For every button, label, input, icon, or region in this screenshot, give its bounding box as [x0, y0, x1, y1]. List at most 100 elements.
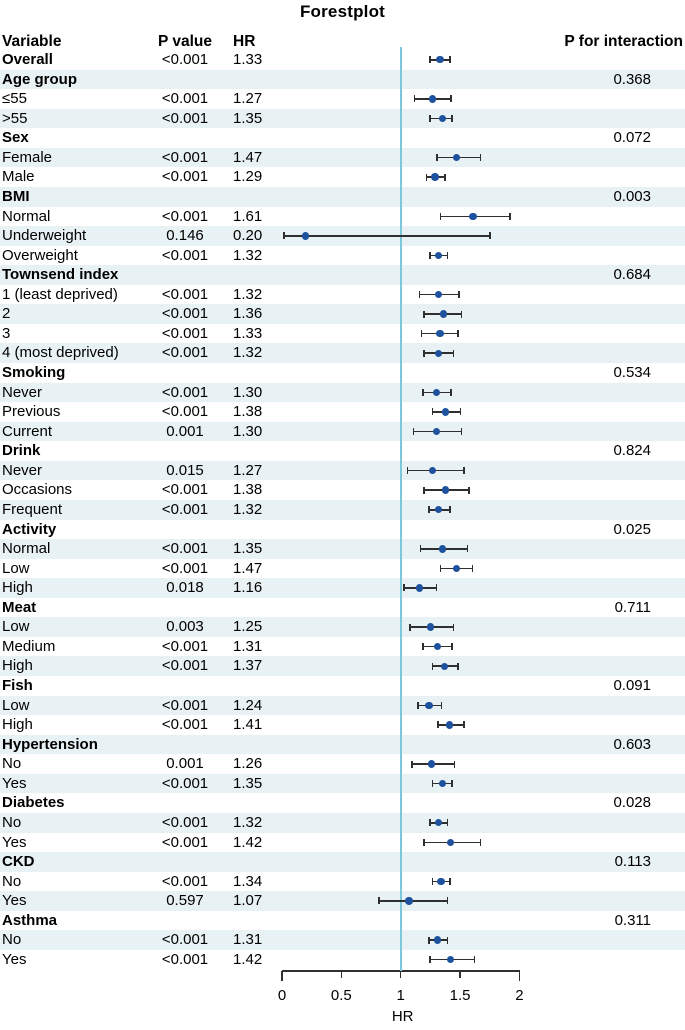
ci-cap-right [448, 56, 451, 64]
row-label: No [2, 813, 22, 831]
row-label: Low [2, 696, 30, 714]
row-label: Age group [2, 70, 77, 88]
x-axis-tick-label: 1 [396, 987, 405, 1004]
row-p-value: 0.015 [166, 461, 204, 479]
point-estimate-marker [429, 466, 437, 475]
row-label: High [2, 579, 33, 597]
point-estimate-marker [440, 662, 449, 670]
x-axis-tick-label: 0 [277, 987, 287, 1004]
row-hr-value: 1.32 [233, 344, 263, 362]
row-label: Yes [2, 950, 27, 968]
row-label: ≤55 [2, 90, 27, 108]
row-hr-value: 1.35 [233, 109, 263, 127]
forest-row: Overweight <0.001 1.32 [0, 246, 685, 266]
forest-row: Never <0.001 1.30 [0, 382, 685, 403]
forest-row: Female <0.001 1.47 [0, 147, 685, 168]
row-p-value: 0.001 [166, 422, 204, 440]
row-p-value: <0.001 [161, 324, 209, 342]
row-p-interaction: 0.091 [613, 677, 651, 694]
ci-cap-left [423, 349, 425, 357]
point-estimate-marker [469, 212, 477, 220]
row-hr-value: 1.16 [233, 579, 263, 597]
ci-cap-left [429, 56, 431, 64]
forest-row: Medium <0.001 1.31 [0, 637, 685, 657]
row-p-value: <0.001 [161, 383, 209, 401]
ci-cap-right [458, 291, 461, 299]
x-axis-tick [518, 971, 521, 981]
point-estimate-marker [433, 642, 442, 651]
forest-row: Current 0.001 1.30 [0, 421, 685, 442]
forest-row: Previous <0.001 1.38 [0, 402, 685, 422]
point-estimate-marker [434, 290, 443, 299]
row-p-interaction: 0.003 [613, 187, 651, 205]
ci-cap-left [429, 114, 431, 122]
ci-cap-right [471, 564, 474, 572]
row-label: Low [2, 618, 30, 636]
forest-row: Hypertension 0.603 [0, 734, 685, 755]
point-estimate-marker [445, 721, 454, 729]
row-label: Male [2, 168, 35, 186]
column-header-p-interaction: P for interaction [564, 33, 683, 50]
row-hr-value: 1.31 [233, 637, 263, 655]
x-axis-tick [399, 971, 402, 978]
forest-row: Yes <0.001 1.42 [0, 950, 685, 970]
forest-row: Drink 0.824 [0, 441, 685, 461]
forest-row: >55 <0.001 1.35 [0, 108, 685, 129]
row-label: Female [2, 148, 53, 166]
row-p-value: 0.001 [166, 755, 204, 773]
row-p-value: <0.001 [161, 657, 209, 675]
row-hr-value: 1.25 [233, 618, 263, 636]
ci-cap-left [283, 232, 285, 240]
row-label: Activity [2, 520, 57, 538]
row-hr-value: 1.24 [233, 696, 263, 714]
row-hr-value: 1.27 [233, 461, 263, 479]
row-p-interaction: 0.534 [613, 364, 651, 381]
ci-cap-right [467, 486, 470, 494]
ci-cap-left [439, 564, 442, 572]
forest-row: Age group 0.368 [0, 69, 685, 90]
confidence-interval-line [283, 235, 491, 237]
ci-cap-right [463, 721, 465, 729]
ci-cap-left [423, 838, 425, 846]
row-p-value: <0.001 [161, 774, 209, 792]
row-p-value: <0.001 [161, 950, 209, 968]
row-label: Underweight [2, 227, 87, 245]
row-p-value: <0.001 [161, 51, 209, 68]
forest-row: BMI 0.003 [0, 186, 685, 207]
point-estimate-marker [446, 838, 455, 846]
forest-row: Occasions <0.001 1.38 [0, 480, 685, 500]
ci-cap-right [446, 936, 449, 944]
row-label: Never [2, 383, 43, 401]
row-p-value: <0.001 [161, 637, 209, 655]
point-estimate-marker [438, 545, 446, 553]
forest-row: Yes <0.001 1.35 [0, 773, 685, 794]
forest-row: Sex 0.072 [0, 128, 685, 148]
point-estimate-marker [452, 153, 461, 162]
row-p-value: <0.001 [161, 148, 209, 166]
point-estimate-marker [436, 329, 444, 338]
row-hr-value: 0.20 [233, 227, 263, 245]
x-axis-label: HR [391, 1008, 414, 1025]
forest-row: Male <0.001 1.29 [0, 167, 685, 187]
point-estimate-marker [429, 95, 437, 103]
row-label: Occasions [2, 481, 73, 499]
column-header-variable: Variable [2, 33, 62, 50]
row-p-interaction: 0.368 [613, 70, 651, 88]
point-estimate-marker [426, 623, 435, 631]
row-p-value: 0.146 [166, 227, 204, 245]
point-estimate-marker [405, 897, 413, 905]
ci-cap-left [418, 291, 421, 299]
row-label: Diabetes [2, 794, 65, 812]
ci-cap-left [429, 956, 431, 964]
row-p-value: <0.001 [161, 696, 209, 714]
forest-row: Normal <0.001 1.35 [0, 539, 685, 559]
ci-cap-right [479, 838, 482, 846]
ci-cap-left [413, 95, 416, 103]
ci-cap-left [437, 721, 440, 729]
row-hr-value: 1.32 [233, 500, 263, 518]
row-label: Yes [2, 833, 27, 851]
ci-cap-left [406, 467, 409, 475]
row-label: Drink [2, 442, 41, 460]
ci-cap-right [451, 780, 453, 788]
